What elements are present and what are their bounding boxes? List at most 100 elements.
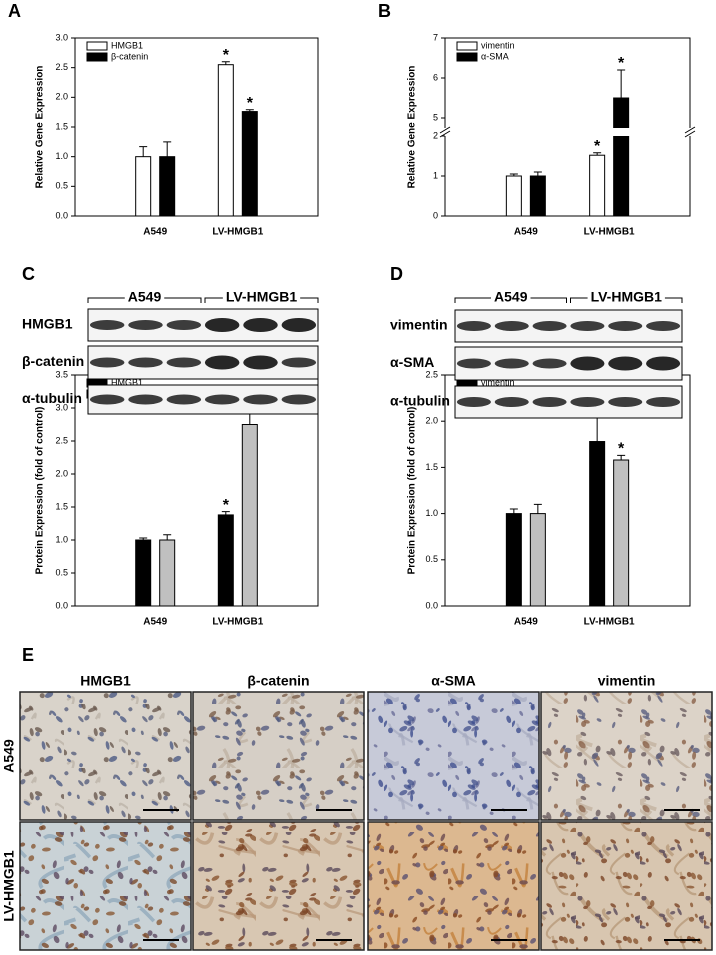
- blot-band: [128, 357, 163, 368]
- bar: [241, 111, 258, 217]
- blot-band: [456, 358, 491, 369]
- error-bar: [163, 534, 172, 540]
- panel-label: E: [22, 645, 34, 665]
- y-tick-label: 2.0: [425, 416, 438, 426]
- tissue-image: [19, 821, 192, 951]
- panel-label: B: [378, 1, 391, 21]
- column-label: β-catenin: [247, 673, 309, 689]
- group-label-bg: [124, 291, 165, 305]
- significance-marker: *: [223, 497, 230, 514]
- error-bar: [221, 511, 230, 515]
- blot-frame: [87, 345, 319, 380]
- row-label: LV-HMGB1: [1, 850, 17, 922]
- blot-band: [608, 356, 643, 371]
- y-axis-title: Relative Gene Expression: [407, 66, 418, 189]
- error-bar: [617, 69, 626, 98]
- tissue-image: [19, 691, 192, 821]
- y-tick-label: 3.0: [55, 402, 68, 412]
- column-label: vimentin: [598, 673, 656, 689]
- blot-band: [532, 358, 567, 369]
- y-tick-label: 0.5: [55, 567, 68, 577]
- legend-label: HMGB1: [111, 377, 143, 387]
- blot-row-label: α-tubulin: [390, 393, 450, 409]
- y-tick-label: 1.0: [55, 151, 68, 161]
- x-tick-label: A549: [143, 227, 167, 238]
- plot-frame: [74, 37, 319, 217]
- blot-band: [89, 357, 125, 368]
- bar: [589, 154, 606, 217]
- y-tick-label: 3.5: [55, 369, 68, 379]
- error-bar: [139, 537, 148, 540]
- blot-row-label: vimentin: [390, 317, 448, 333]
- y-tick-label: 1.5: [425, 462, 438, 472]
- blot-band: [494, 358, 529, 369]
- significance-marker: *: [247, 95, 254, 112]
- blot-band: [494, 397, 529, 407]
- blot-frame: [454, 346, 683, 381]
- y-tick-label: 0.0: [55, 600, 68, 610]
- blot-band: [570, 321, 605, 331]
- x-tick-label: A549: [143, 617, 167, 628]
- bar: [529, 175, 546, 217]
- legend-swatch: [456, 52, 478, 62]
- legend-label: HMGB1: [111, 40, 143, 50]
- bar: [529, 513, 546, 607]
- x-tick-label: LV-HMGB1: [212, 227, 263, 238]
- blot-band: [646, 397, 681, 407]
- blot-frame: [454, 385, 683, 419]
- group-label-bg: [587, 291, 665, 305]
- x-tick-label: A549: [514, 227, 538, 238]
- blot-band: [456, 397, 491, 407]
- blot-band: [166, 357, 202, 368]
- column-label: α-SMA: [431, 673, 475, 689]
- blot-band: [532, 397, 567, 407]
- error-bar: [533, 171, 542, 176]
- blot-band: [646, 321, 681, 331]
- y-tick-label: 0: [433, 210, 438, 220]
- tissue-image: [367, 821, 540, 951]
- y-axis-title: Protein Expression (fold of control): [407, 407, 418, 575]
- blot-band: [128, 394, 163, 405]
- significance-marker: *: [594, 138, 601, 155]
- group-label: LV-HMGB1: [591, 289, 663, 305]
- blot-frame: [87, 308, 319, 342]
- blot-band: [281, 357, 317, 368]
- error-bar: [617, 454, 626, 461]
- blot-band: [646, 356, 681, 371]
- x-tick-label: LV-HMGB1: [584, 227, 635, 238]
- blot-band: [608, 321, 643, 331]
- y-tick-label: 0.5: [425, 554, 438, 564]
- panel-label: D: [390, 264, 403, 284]
- y-tick-label: 1: [433, 170, 438, 180]
- significance-marker: *: [618, 55, 625, 72]
- tissue-image: [540, 821, 713, 951]
- y-tick-label: 1.0: [55, 534, 68, 544]
- bar: [589, 441, 606, 607]
- plot-frame: [444, 37, 691, 217]
- bar: [613, 459, 630, 607]
- error-bar: [245, 109, 254, 112]
- legend-label: vimentin: [481, 377, 515, 387]
- blot-band: [204, 318, 240, 332]
- blot-band: [570, 356, 605, 371]
- bar: [135, 156, 152, 217]
- tissue-image: [192, 691, 365, 821]
- bar: [217, 64, 234, 217]
- legend-swatch: [456, 41, 478, 51]
- group-label: A549: [494, 289, 528, 305]
- bar: [159, 156, 176, 217]
- blot-band: [243, 318, 278, 332]
- bar: [505, 175, 522, 217]
- blot-band: [494, 321, 529, 331]
- blot-band: [532, 321, 567, 331]
- blot-band: [204, 394, 240, 405]
- blot-band: [243, 355, 278, 370]
- axis-break-mark: [684, 126, 696, 138]
- error-bar: [593, 152, 602, 156]
- blot-frame: [87, 384, 319, 415]
- bar: [613, 97, 630, 217]
- blot-band: [456, 321, 491, 331]
- y-tick-label: 2.5: [55, 435, 68, 445]
- column-label: HMGB1: [80, 673, 131, 689]
